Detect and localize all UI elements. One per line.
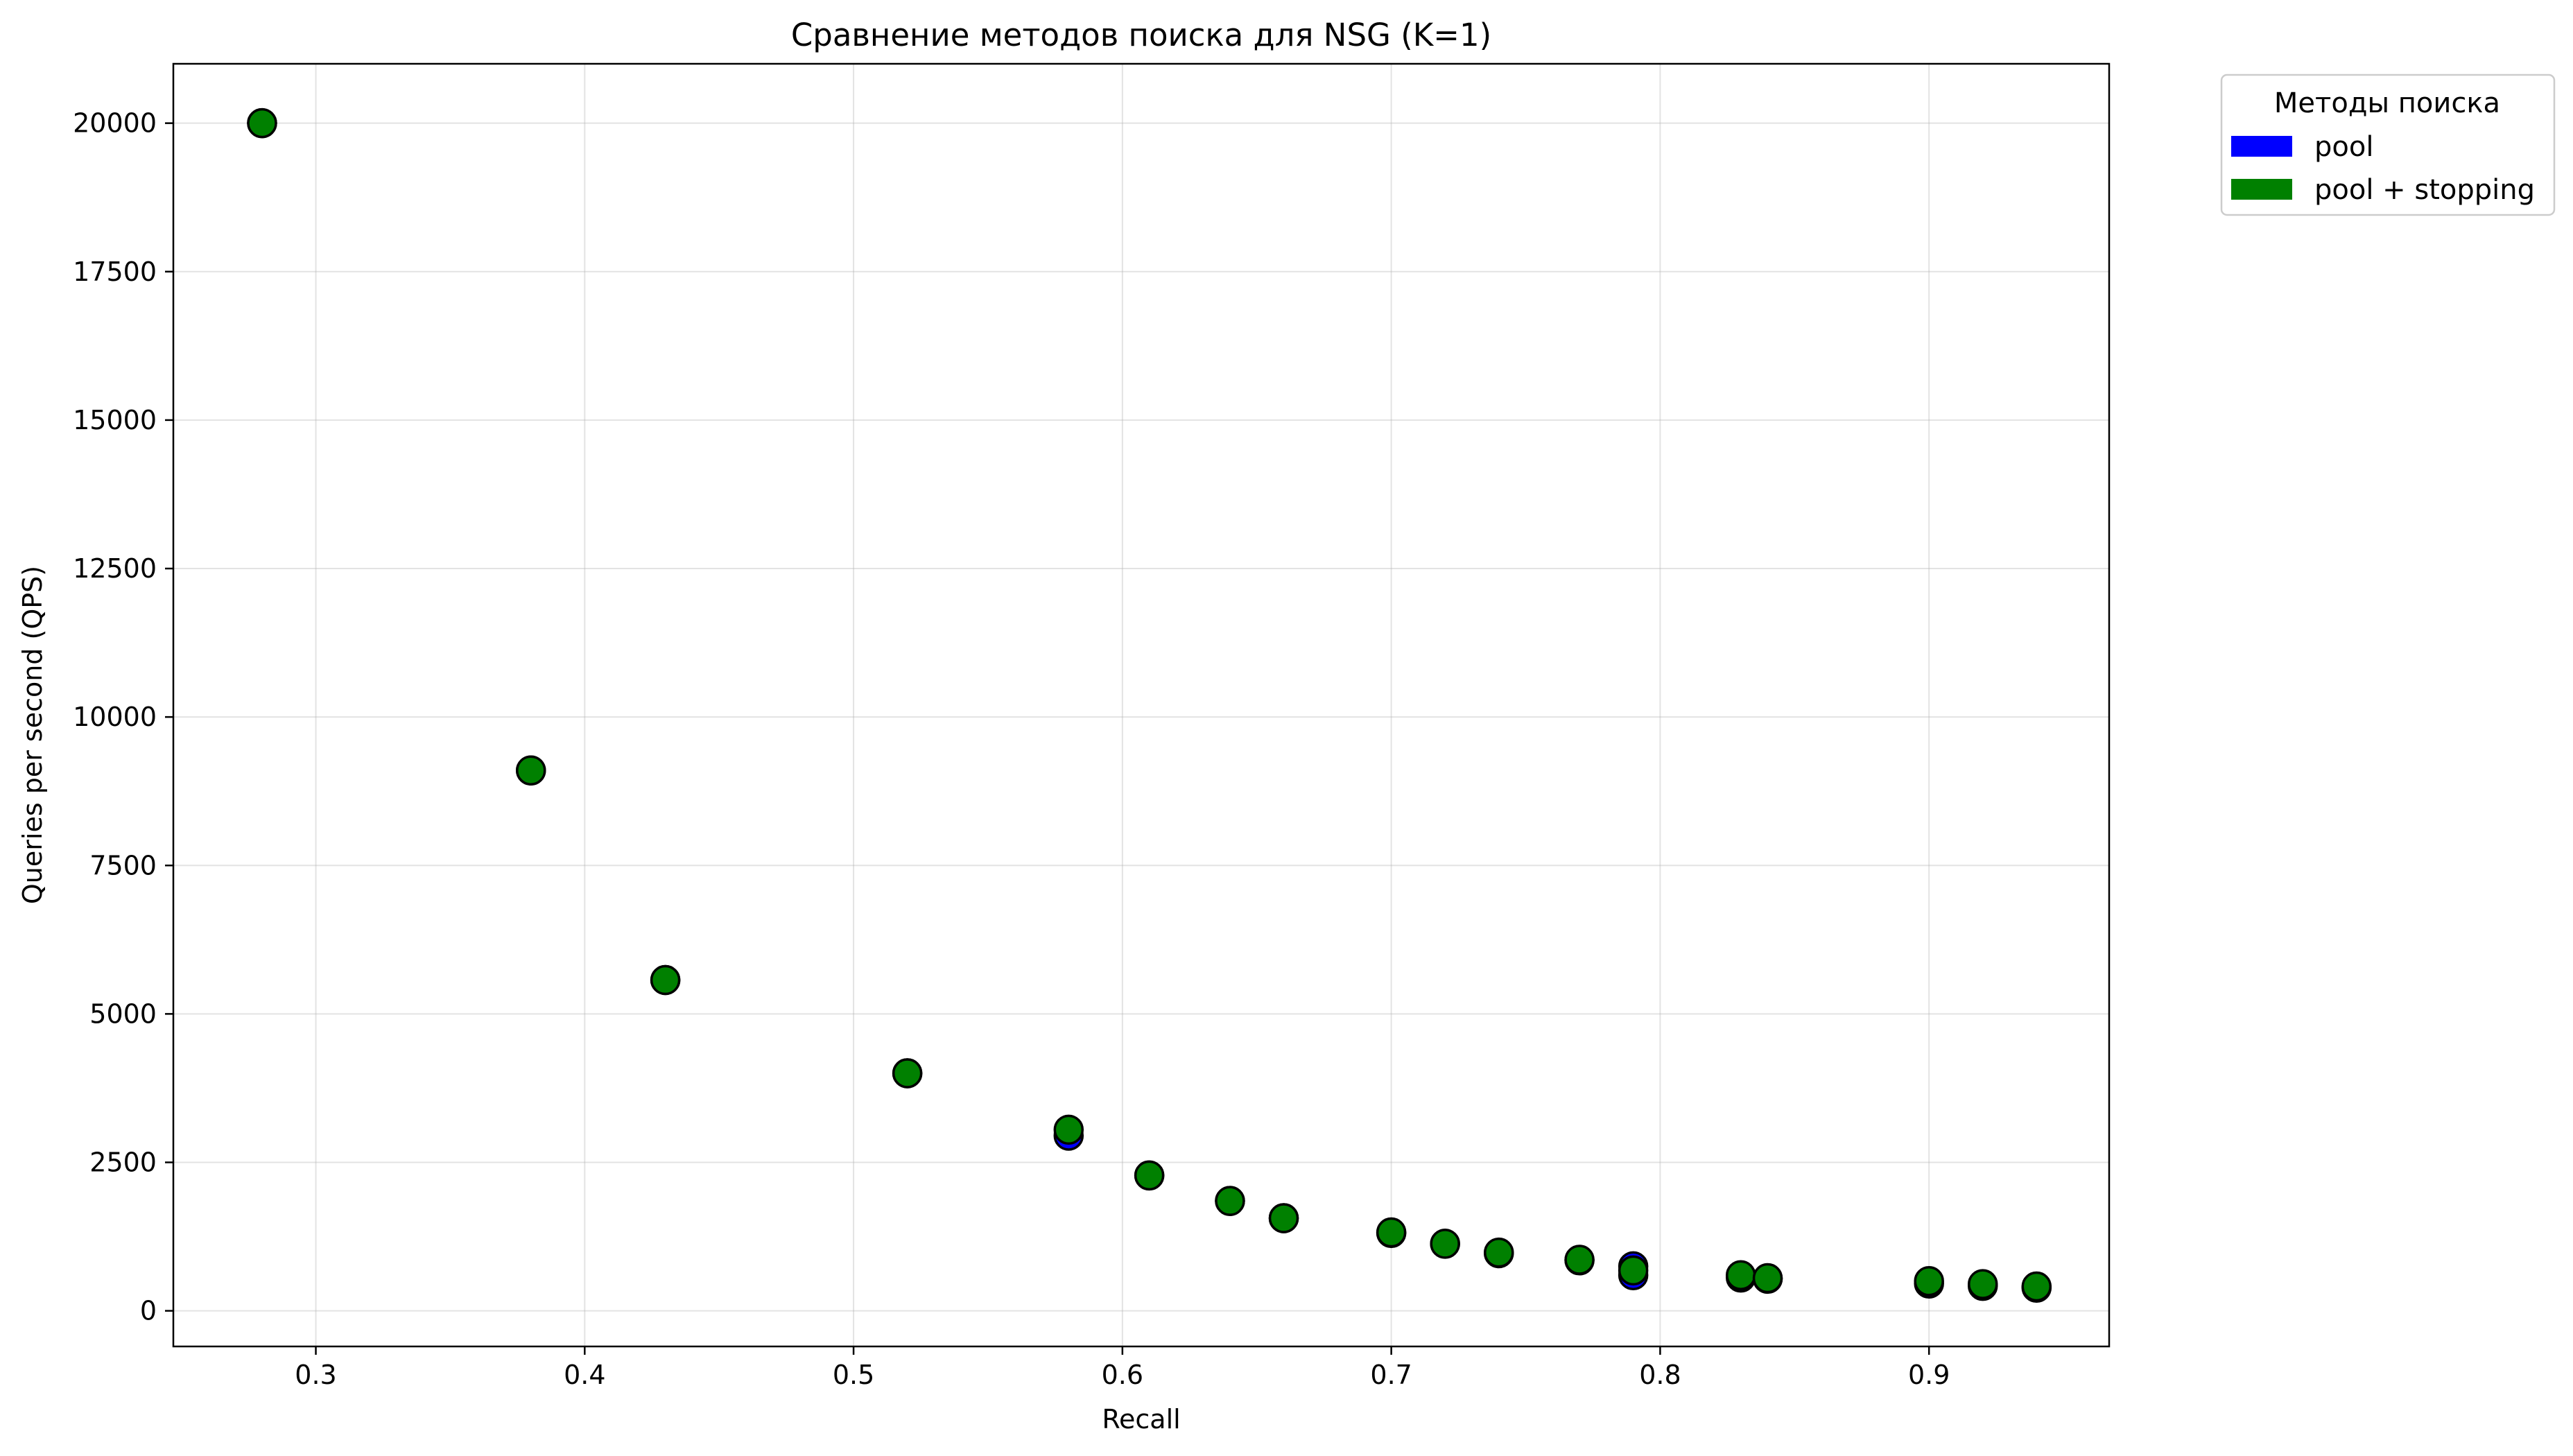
data-point xyxy=(2021,1271,2052,1302)
data-point xyxy=(1215,1186,1245,1216)
x-tick-label: 0.5 xyxy=(833,1360,874,1390)
y-tick-label: 0 xyxy=(140,1296,157,1326)
series-pool xyxy=(247,107,2052,1303)
x-axis-label: Recall xyxy=(1102,1404,1180,1435)
y-axis-ticks: 0 2500 5000 7500 10000 12500 15000 17500 20000 xyxy=(73,108,173,1326)
data-point xyxy=(515,755,546,786)
data-point xyxy=(247,107,277,139)
data-point xyxy=(1430,1229,1460,1259)
legend-swatch-pool xyxy=(2231,136,2292,157)
legend: Методы поиска pool pool + stopping xyxy=(2220,73,2556,216)
legend-label-pool-stopping: pool + stopping xyxy=(2314,174,2535,206)
y-tick-label: 12500 xyxy=(73,553,157,584)
legend-title: Методы поиска xyxy=(2274,87,2500,119)
x-tick-label: 0.9 xyxy=(1908,1360,1950,1390)
x-tick-label: 0.3 xyxy=(295,1360,336,1390)
x-tick-label: 0.4 xyxy=(564,1360,605,1390)
data-point xyxy=(1914,1266,1944,1297)
legend-label-pool: pool xyxy=(2314,131,2373,163)
legend-swatch-pool-stopping xyxy=(2231,179,2292,200)
x-axis-ticks: 0.3 0.4 0.5 0.6 0.7 0.8 0.9 xyxy=(295,1346,1950,1390)
y-tick-label: 20000 xyxy=(73,108,157,139)
plot-area-frame xyxy=(172,62,2111,1348)
y-axis-label: Queries per second (QPS) xyxy=(17,566,48,904)
data-point xyxy=(1752,1263,1783,1294)
y-tick-label: 10000 xyxy=(73,702,157,732)
y-tick-label: 2500 xyxy=(89,1147,157,1177)
x-tick-label: 0.8 xyxy=(1639,1360,1681,1390)
y-tick-label: 7500 xyxy=(89,850,157,881)
grid-lines xyxy=(173,64,2109,1346)
data-point xyxy=(1618,1255,1649,1286)
data-point xyxy=(1134,1160,1165,1191)
data-point xyxy=(892,1058,923,1089)
data-point xyxy=(1053,1114,1084,1145)
data-point xyxy=(1268,1203,1299,1233)
data-point xyxy=(1725,1260,1756,1290)
series-pool-stopping xyxy=(247,107,2052,1302)
data-point xyxy=(1483,1237,1514,1268)
y-tick-label: 5000 xyxy=(89,998,157,1029)
y-tick-label: 15000 xyxy=(73,405,157,435)
x-tick-label: 0.7 xyxy=(1370,1360,1412,1390)
chart-title: Сравнение методов поиска для NSG (K=1) xyxy=(791,17,1491,53)
legend-frame xyxy=(2220,73,2556,216)
data-point xyxy=(1376,1217,1407,1248)
y-tick-label: 17500 xyxy=(73,257,157,287)
x-tick-label: 0.6 xyxy=(1102,1360,1143,1390)
data-point xyxy=(650,964,681,996)
data-point xyxy=(1967,1269,1998,1299)
data-points xyxy=(247,107,2052,1303)
data-point xyxy=(1564,1245,1595,1275)
